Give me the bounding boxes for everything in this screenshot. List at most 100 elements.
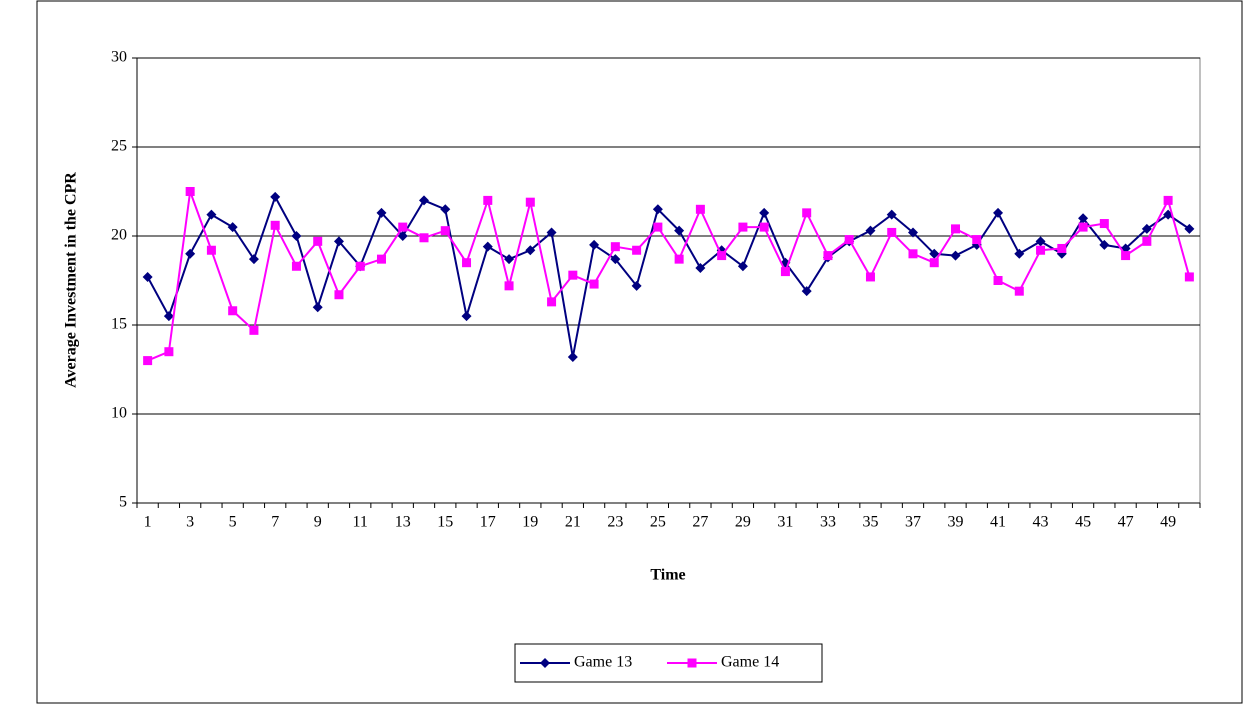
x-tick-label: 9 (314, 514, 322, 531)
data-point (143, 356, 153, 366)
data-point (164, 347, 174, 357)
x-tick-label: 21 (565, 514, 581, 531)
data-point (823, 251, 833, 261)
legend-label: Game 14 (721, 654, 779, 671)
y-tick-label: 20 (111, 227, 127, 244)
x-tick-label: 17 (480, 514, 496, 531)
data-point (929, 248, 940, 259)
data-point (483, 195, 493, 205)
data-point (1163, 195, 1173, 205)
data-point (1099, 219, 1109, 229)
series-line (146, 194, 1190, 358)
data-point (313, 236, 323, 246)
data-point (695, 204, 705, 214)
legend-marker (687, 658, 697, 668)
data-point (610, 242, 620, 252)
data-point (504, 254, 515, 265)
data-point (631, 280, 642, 291)
data-point (440, 204, 451, 215)
x-tick-label: 19 (522, 514, 538, 531)
x-tick-label: 25 (650, 514, 666, 531)
data-point (355, 261, 365, 271)
data-point (546, 227, 557, 238)
data-point (291, 261, 301, 271)
y-tick-label: 5 (119, 494, 127, 511)
data-point (163, 311, 174, 322)
x-tick-label: 1 (144, 514, 152, 531)
data-point (950, 250, 961, 261)
x-tick-label: 47 (1118, 514, 1134, 531)
data-point (1121, 251, 1131, 261)
x-tick-label: 35 (862, 514, 878, 531)
x-tick-label: 13 (395, 514, 411, 531)
data-point (1142, 236, 1152, 246)
x-tick-label: 5 (229, 514, 237, 531)
chart-frame (36, 0, 1243, 704)
data-point (907, 227, 918, 238)
data-point (419, 233, 429, 243)
data-point (185, 248, 196, 259)
data-point (1014, 286, 1024, 296)
y-tick-label: 10 (111, 405, 127, 422)
x-tick-label: 33 (820, 514, 836, 531)
data-point (398, 222, 408, 232)
data-point (1036, 245, 1046, 255)
data-point (1078, 213, 1089, 224)
data-point (482, 241, 493, 252)
data-point (1078, 222, 1088, 232)
data-point (929, 258, 939, 268)
data-point (993, 276, 1003, 285)
legend-marker (540, 658, 550, 668)
x-tick-label: 31 (777, 514, 793, 531)
data-point (206, 209, 217, 220)
x-tick-label: 27 (692, 514, 708, 531)
data-point (865, 225, 876, 236)
data-point (376, 254, 386, 264)
data-point (397, 231, 408, 241)
legend-label: Game 13 (574, 654, 632, 671)
data-point (632, 245, 642, 255)
data-point (270, 191, 281, 202)
data-point (461, 311, 472, 322)
data-point (951, 224, 961, 234)
x-tick-label: 11 (353, 514, 368, 531)
data-point (886, 209, 897, 220)
data-point (312, 302, 323, 313)
data-point (185, 187, 195, 196)
data-point (802, 208, 812, 218)
data-point (780, 267, 790, 277)
data-point (270, 220, 280, 230)
data-point (1141, 223, 1152, 234)
data-point (440, 226, 450, 236)
data-point (887, 227, 897, 237)
data-point (1184, 272, 1194, 282)
data-point (525, 245, 536, 256)
data-point (504, 281, 514, 291)
data-point (695, 263, 706, 274)
data-point (610, 254, 621, 265)
data-point (419, 195, 430, 206)
x-tick-label: 37 (905, 514, 921, 531)
data-point (567, 352, 578, 363)
data-point (738, 222, 748, 232)
data-point (908, 249, 918, 259)
data-point (547, 297, 557, 307)
x-axis-label: Time (650, 567, 685, 584)
x-tick-label: 29 (735, 514, 751, 531)
data-point (737, 261, 748, 272)
x-tick-label: 39 (948, 514, 964, 531)
x-tick-label: 7 (271, 514, 279, 531)
y-tick-label: 25 (111, 138, 127, 155)
data-point (525, 197, 535, 207)
data-point (652, 204, 663, 215)
x-tick-label: 23 (607, 514, 623, 531)
data-point (844, 235, 854, 245)
data-point (228, 306, 238, 316)
x-tick-label: 45 (1075, 514, 1091, 531)
data-point (333, 236, 344, 247)
y-tick-label: 30 (111, 49, 127, 66)
data-point (1184, 223, 1195, 234)
data-point (801, 286, 812, 297)
data-point (759, 207, 770, 218)
